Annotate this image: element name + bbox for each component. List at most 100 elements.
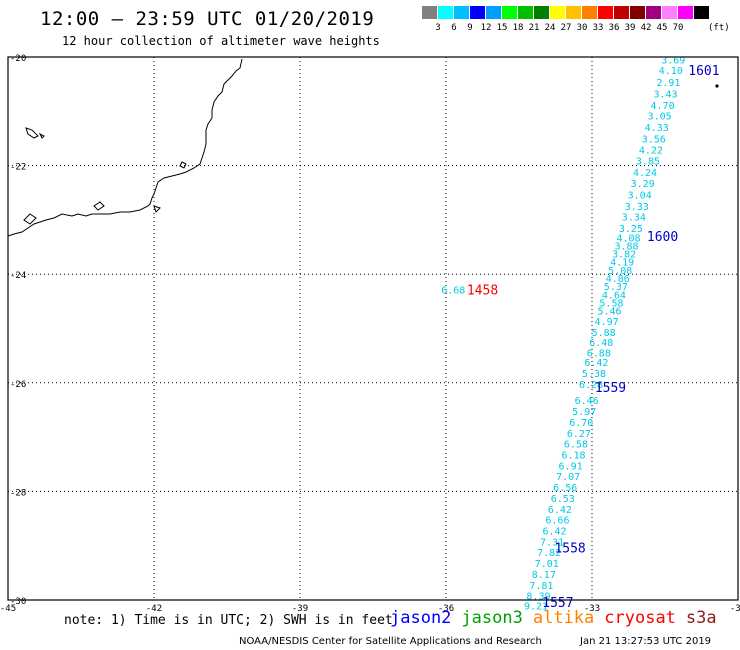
swh-value: 7.31 xyxy=(540,537,564,548)
swh-value: 4.70 xyxy=(651,101,675,112)
lon-tick-label: -36 xyxy=(438,604,454,614)
satellite-altika: altika xyxy=(532,608,595,628)
swh-value: 3.04 xyxy=(628,190,652,201)
scale-swatch xyxy=(582,6,597,19)
scale-swatch xyxy=(694,6,709,19)
lat-tick-label: -24 xyxy=(10,271,26,281)
swh-value: 6.27 xyxy=(567,429,591,440)
lon-tick-label: -42 xyxy=(146,604,162,614)
swh-value: 6.58 xyxy=(564,440,588,451)
time-label: 1601 xyxy=(688,64,719,79)
swh-value: 4.08 xyxy=(616,233,640,244)
swh-value: 6.46 xyxy=(575,396,599,407)
lat-tick-label: -30 xyxy=(10,597,26,607)
swh-value: 8.17 xyxy=(532,570,556,581)
swh-value: 4.64 xyxy=(602,290,626,301)
scale-swatch xyxy=(566,6,581,19)
scale-label: 30 xyxy=(576,23,588,33)
lat-tick-label: -26 xyxy=(10,380,26,390)
swh-value: 5.38 xyxy=(582,369,606,380)
swh-value: 3.69 xyxy=(661,56,685,67)
swh-value: 6.70 xyxy=(569,418,593,429)
swh-value: 7.07 xyxy=(556,472,580,483)
lon-tick-label: -33 xyxy=(584,604,600,614)
scale-label: 70 xyxy=(672,23,684,33)
coastline-islet-d xyxy=(153,205,161,213)
swh-value: 4.33 xyxy=(645,123,669,134)
swh-value: 6.53 xyxy=(551,494,575,505)
swh-value: 4.97 xyxy=(595,317,619,328)
coastline-main xyxy=(7,58,243,237)
swh-value: 3.33 xyxy=(625,202,649,213)
satellite-jason3: jason3 xyxy=(461,608,523,628)
swh-value: 6.28 xyxy=(579,380,603,391)
scale-label: 39 xyxy=(624,23,636,33)
scale-label: 18 xyxy=(512,23,524,33)
swh-value: 7.81 xyxy=(529,581,553,592)
swh-observations: 3.694.102.913.434.703.054.333.564.223.85… xyxy=(441,56,685,613)
scale-swatch xyxy=(502,6,517,19)
lon-tick-label: -45 xyxy=(0,604,16,614)
swh-value: 3.85 xyxy=(636,157,660,168)
scale-swatch xyxy=(550,6,565,19)
time-label: 1558 xyxy=(554,541,585,556)
swh-value: 6.91 xyxy=(559,461,583,472)
swh-value: 4.24 xyxy=(633,168,657,179)
time-label: 1559 xyxy=(595,381,626,396)
swh-value: 8.39 xyxy=(526,592,550,603)
swh-value: 5.37 xyxy=(604,282,628,293)
swh-value: 3.05 xyxy=(648,112,672,123)
swh-value: 3.88 xyxy=(615,241,639,252)
map-grid: -45 -42 -39 -36 -33 -30 -20 -22 -24 -26 -28 -30 xyxy=(0,54,740,614)
time-label: 1458 xyxy=(467,283,498,298)
scale-label: 21 xyxy=(528,23,540,33)
map-frame xyxy=(7,56,739,601)
swh-value: 6.88 xyxy=(587,348,611,359)
swh-value: 4.86 xyxy=(606,274,630,285)
scale-swatch xyxy=(534,6,549,19)
station-dot xyxy=(715,84,719,88)
scale-label: 36 xyxy=(608,23,620,33)
scale-swatch xyxy=(662,6,677,19)
swh-value: 3.43 xyxy=(653,89,677,100)
swh-value: 6.68 xyxy=(441,285,465,296)
swh-value: 5.08 xyxy=(608,266,632,277)
satellite-s3a: s3a xyxy=(685,608,717,628)
scale-label: 6 xyxy=(451,23,457,33)
scale-label: 33 xyxy=(592,23,604,33)
swh-value: 4.19 xyxy=(610,258,634,269)
scale-label: 24 xyxy=(544,23,556,33)
swh-value: 6.18 xyxy=(561,450,585,461)
lon-tick-label: -30 xyxy=(730,604,740,614)
lon-tick-label: -39 xyxy=(292,604,308,614)
scale-swatch xyxy=(486,6,501,19)
swh-value: 9.21 xyxy=(524,601,548,612)
credit-line: NOAA/NESDIS Center for Satellite Applica… xyxy=(239,636,542,647)
time-label: 1600 xyxy=(647,230,678,245)
swh-value: 5.97 xyxy=(572,407,596,418)
scale-label: 15 xyxy=(496,23,508,33)
scale-swatch xyxy=(646,6,661,19)
generated-timestamp: Jan 21 13:27:53 UTC 2019 xyxy=(580,636,712,647)
swh-value: 6.48 xyxy=(589,338,613,349)
lat-tick-label: -22 xyxy=(10,163,26,173)
lat-tick-label: -20 xyxy=(10,54,26,64)
scale-label: 12 xyxy=(480,23,492,33)
swh-value: 2.91 xyxy=(656,78,680,89)
swh-value: 6.66 xyxy=(545,516,569,527)
swh-value: 3.56 xyxy=(642,134,666,145)
scale-label: 45 xyxy=(656,23,668,33)
page-subtitle: 12 hour collection of altimeter wave hei… xyxy=(62,34,380,48)
coastline-islet-c xyxy=(38,132,45,139)
swh-value: 6.42 xyxy=(542,526,566,537)
scale-label: 27 xyxy=(560,23,572,33)
coastline-islet-b xyxy=(25,127,39,139)
swh-value: 4.22 xyxy=(639,145,663,156)
scale-swatch xyxy=(598,6,613,19)
scale-swatch xyxy=(470,6,485,19)
coastline-inlet xyxy=(23,213,37,225)
swh-value: 4.10 xyxy=(659,66,683,77)
lat-tick-label: -28 xyxy=(10,488,26,498)
coastline-bay xyxy=(93,201,105,211)
